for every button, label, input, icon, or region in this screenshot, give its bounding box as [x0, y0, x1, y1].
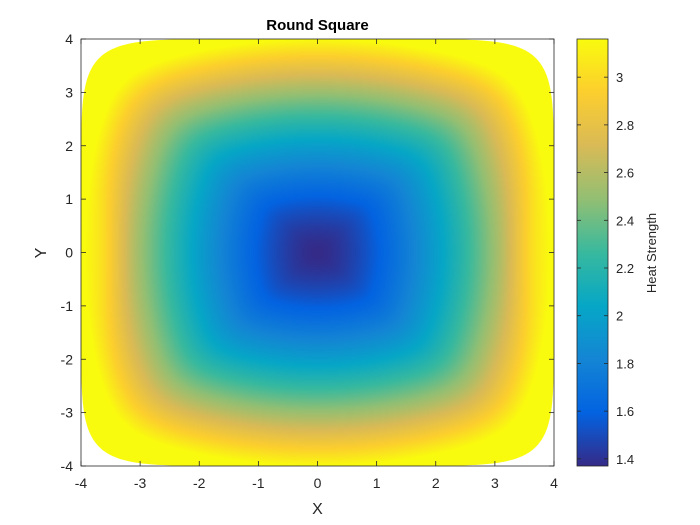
x-tick-label: 2 — [432, 475, 440, 491]
y-tick-label: 3 — [65, 84, 73, 100]
y-tick-label: -2 — [61, 351, 74, 367]
x-tick-label: -1 — [252, 475, 265, 491]
x-axis-label: X — [312, 501, 323, 518]
x-tick-label: 1 — [373, 475, 381, 491]
y-tick-label: -4 — [61, 458, 74, 474]
colorbar — [576, 38, 609, 467]
colorbar-tick-label: 1.8 — [616, 356, 634, 371]
y-tick-label: -3 — [61, 405, 74, 421]
colorbar-label: Heat Strength — [644, 213, 659, 293]
y-tick-label: 4 — [65, 31, 73, 47]
heatmap-field — [81, 39, 554, 466]
colorbar-tick-label: 2.2 — [616, 261, 634, 276]
heatmap-raster — [81, 39, 554, 466]
x-tick-label: 4 — [550, 475, 558, 491]
colorbar-tick-label: 3 — [616, 70, 623, 85]
colorbar-tick-label: 2.6 — [616, 166, 634, 181]
colorbar-tick-label: 1.4 — [616, 452, 634, 467]
y-axis: -4 -3 -2 -1 0 1 2 3 4 — [61, 31, 554, 474]
colorbar-tick-label: 1.6 — [616, 404, 634, 419]
x-tick-label: -2 — [193, 475, 206, 491]
y-tick-label: -1 — [61, 298, 74, 314]
colorbar-tick-label: 2.4 — [616, 213, 634, 228]
x-tick-label: -3 — [134, 475, 147, 491]
colorbar-tick-label: 2.8 — [616, 118, 634, 133]
chart-title: Round Square — [266, 17, 369, 34]
y-tick-label: 0 — [65, 245, 73, 261]
y-tick-label: 1 — [65, 191, 73, 207]
x-axis: -4 -3 -2 -1 0 1 2 3 4 — [75, 39, 558, 491]
colorbar-tick-label: 2 — [616, 309, 623, 324]
x-tick-label: -4 — [75, 475, 88, 491]
x-tick-label: 0 — [314, 475, 322, 491]
colorbar-axis: 1.4 1.6 1.8 2 2.2 2.4 2.6 2.8 3 — [577, 70, 634, 467]
y-axis-label: Y — [33, 247, 50, 258]
x-tick-label: 3 — [491, 475, 499, 491]
y-tick-label: 2 — [65, 138, 73, 154]
